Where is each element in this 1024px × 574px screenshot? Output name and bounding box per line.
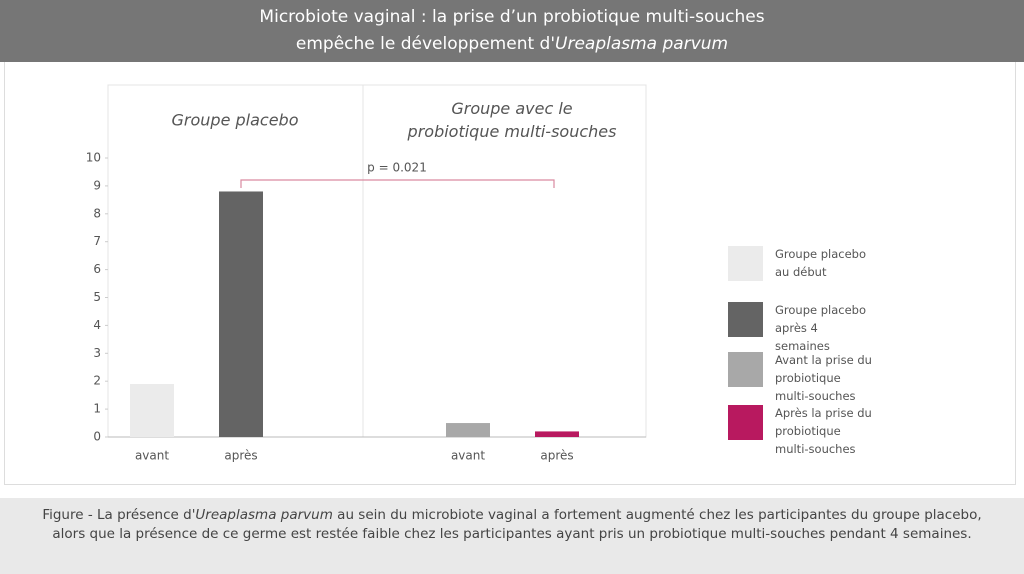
y-tick-label: 1 [93, 402, 101, 416]
bar [130, 383, 174, 437]
group-label: Groupe placebo [172, 111, 299, 130]
legend-swatch [728, 246, 763, 281]
significance-bracket [240, 179, 555, 188]
x-tick-label: avant [451, 449, 485, 463]
annotation: p = 0.021 [367, 161, 427, 175]
legend-label: Groupe placebo après 4 semaines [775, 303, 867, 353]
caption-text: au sein du microbiote vaginal a fortemen… [52, 507, 982, 542]
y-tick-label: 0 [93, 430, 101, 444]
caption-italic: Ureaplasma parvum [195, 507, 333, 523]
chart-frame [4, 62, 1016, 485]
bar [446, 423, 490, 437]
group-label: Groupe avec le [451, 99, 572, 118]
y-tick-label: 9 [93, 178, 101, 192]
title-italic: Ureaplasma parvum [555, 34, 729, 54]
y-tick-label: 7 [93, 234, 101, 248]
x-tick-label: après [224, 449, 257, 463]
caption-text: Figure - La présence d' [42, 507, 196, 523]
x-tick-label: après [540, 449, 573, 463]
legend-swatch [728, 405, 763, 440]
bar [219, 191, 263, 437]
y-tick-label: 10 [86, 151, 101, 165]
y-tick-label: 8 [93, 206, 101, 220]
caption: Figure - La présence d'Ureaplasma parvum… [0, 498, 1024, 574]
group-label: probiotique multi-souches [407, 122, 617, 141]
y-tick-label: 6 [93, 262, 101, 276]
bar [535, 431, 579, 437]
legend-swatch [728, 352, 763, 387]
title-line: empêche le développement d'Ureaplasma pa… [0, 31, 1024, 58]
legend-swatch [728, 302, 763, 337]
legend-label: Groupe placebo au début [775, 247, 867, 279]
title-text: empêche le développement d' [295, 34, 556, 54]
y-tick-label: 3 [93, 346, 101, 360]
header: Microbiote vaginal : la prise d’un probi… [0, 0, 1024, 62]
x-tick-label: avant [135, 449, 169, 463]
y-tick-label: 5 [93, 290, 101, 304]
legend-label: Avant la prise du probiotique multi-souc… [775, 353, 872, 403]
y-tick-label: 2 [93, 374, 101, 388]
y-tick-label: 4 [93, 318, 101, 332]
legend-label: Après la prise du probiotique multi-souc… [775, 406, 872, 456]
title-line: Microbiote vaginal : la prise d’un probi… [259, 7, 765, 27]
